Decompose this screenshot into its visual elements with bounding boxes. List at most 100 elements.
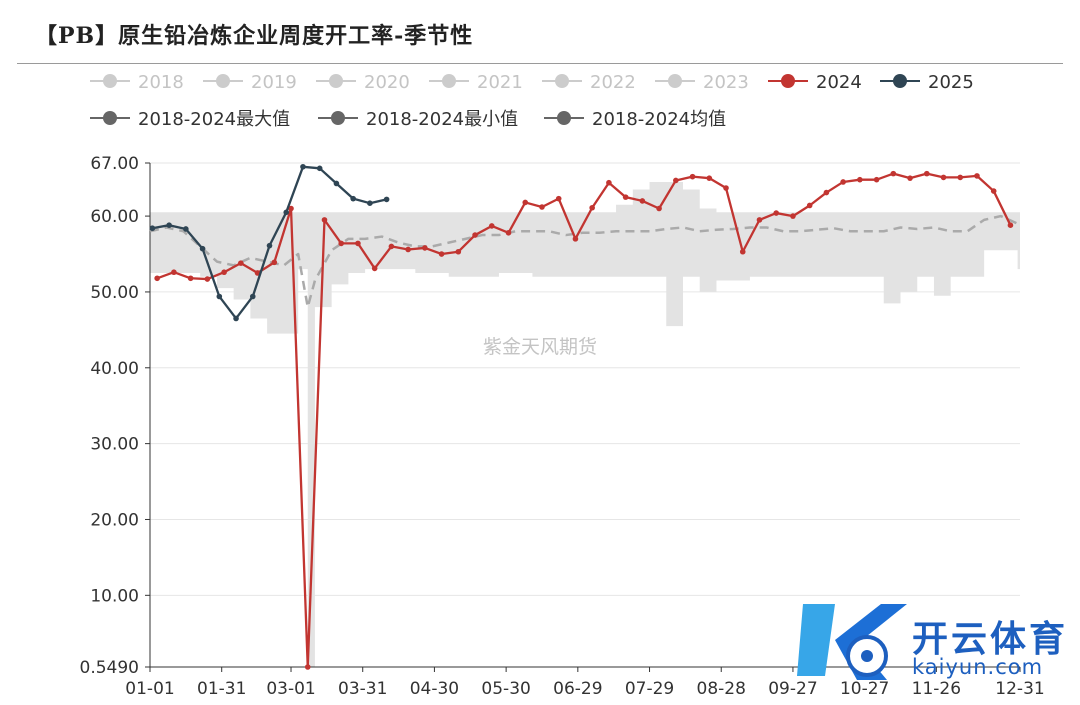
- data-point: [706, 175, 713, 181]
- legend-label: 2020: [364, 72, 410, 93]
- legend-marker-icon: [442, 74, 456, 88]
- legend-item-2021[interactable]: 2021: [429, 72, 523, 93]
- data-point: [1007, 222, 1014, 228]
- legend-item-2018[interactable]: 2018: [90, 72, 184, 93]
- y-tick-label: 40.00: [90, 359, 139, 379]
- y-tick-label: 0.5490: [80, 658, 139, 678]
- data-point: [505, 229, 512, 236]
- x-tick-label: 12-31: [995, 679, 1044, 699]
- data-point: [606, 179, 612, 186]
- legend-marker-icon: [331, 111, 345, 125]
- data-point: [383, 196, 390, 203]
- logo-text: 开云体育: [912, 619, 1069, 660]
- legend-marker-icon: [216, 74, 230, 88]
- data-point: [187, 275, 194, 282]
- data-point: [823, 189, 830, 196]
- data-point: [405, 246, 411, 253]
- data-point: [589, 204, 595, 211]
- x-tick-label: 08-28: [697, 679, 746, 699]
- data-point: [539, 204, 545, 210]
- data-point: [907, 175, 913, 181]
- data-point: [371, 265, 378, 272]
- data-point: [723, 185, 729, 191]
- legend-marker-icon: [103, 111, 117, 125]
- data-point: [388, 243, 395, 250]
- x-tick-label: 10-27: [840, 679, 889, 699]
- data-point: [271, 259, 278, 266]
- legend-marker-icon: [103, 74, 117, 88]
- x-tick-label: 05-30: [481, 679, 530, 699]
- legend-label: 2018-2024最小值: [366, 109, 518, 130]
- data-point: [154, 275, 160, 282]
- y-tick-label: 30.00: [90, 435, 139, 455]
- x-tick-label: 07-29: [625, 679, 674, 699]
- x-tick-label: 01-01: [125, 679, 174, 699]
- watermark: 紫金天风期货: [483, 336, 597, 358]
- data-point: [166, 222, 172, 228]
- data-point: [756, 217, 763, 223]
- data-point: [333, 180, 340, 187]
- data-point: [304, 664, 311, 670]
- legend-label: 2022: [590, 72, 636, 93]
- data-point: [455, 248, 462, 255]
- axes: 0.5490 10.00 20.00 30.00 40.00 50.00 60.00 67.0…: [80, 154, 1045, 699]
- data-point: [488, 223, 495, 229]
- legend-marker-icon: [781, 74, 795, 88]
- data-point: [857, 176, 863, 183]
- data-point: [321, 217, 328, 223]
- legend-item-2020[interactable]: 2020: [316, 72, 410, 93]
- data-point: [689, 173, 696, 180]
- y-tick-label: 50.00: [90, 283, 139, 303]
- legend-item-2023[interactable]: 2023: [655, 72, 749, 93]
- legend-label: 2018-2024均值: [592, 109, 726, 130]
- legend-item-2019[interactable]: 2019: [203, 72, 297, 93]
- y-tick-label: 10.00: [90, 586, 139, 606]
- data-point: [522, 199, 529, 206]
- data-point: [350, 195, 356, 202]
- data-point: [438, 251, 445, 257]
- data-point: [940, 174, 947, 181]
- data-point: [338, 240, 345, 247]
- x-tick-label: 03-31: [338, 679, 387, 699]
- range-band: [150, 181, 1020, 667]
- legend-marker-icon: [555, 74, 569, 88]
- x-tick-label: 03-01: [266, 679, 315, 699]
- data-point: [656, 205, 662, 212]
- legend-item-2024[interactable]: 2024: [768, 72, 862, 93]
- legend-item-2022[interactable]: 2022: [542, 72, 636, 93]
- legend-label: 2024: [816, 72, 862, 93]
- series-lines: [149, 163, 1019, 670]
- data-point: [316, 165, 323, 172]
- data-point: [555, 195, 562, 202]
- data-point: [873, 176, 880, 183]
- legend-label: 2018-2024最大值: [138, 109, 290, 130]
- legend-label: 2023: [703, 72, 749, 93]
- data-point: [355, 240, 361, 247]
- legend-item-2025[interactable]: 2025: [880, 72, 974, 93]
- data-point: [233, 315, 239, 322]
- legend-item-2018-2024最大值[interactable]: 2018-2024最大值: [90, 109, 290, 130]
- data-point: [422, 245, 428, 251]
- x-tick-label: 01-31: [197, 679, 246, 699]
- legend-label: 2025: [928, 72, 974, 93]
- data-point: [216, 293, 223, 300]
- legend-marker-icon: [668, 74, 682, 88]
- legend: 2018 2019 2020 2021 2022 2023 2024 2025 2018-202…: [90, 72, 974, 130]
- data-point: [204, 276, 211, 282]
- series-line: [156, 172, 1012, 669]
- data-point: [288, 205, 294, 212]
- data-point: [957, 174, 964, 181]
- legend-item-2018-2024最小值[interactable]: 2018-2024最小值: [318, 109, 518, 130]
- data-point: [739, 248, 746, 255]
- data-point: [840, 179, 846, 185]
- data-point: [199, 245, 206, 252]
- y-tick-label: 67.00: [90, 154, 139, 174]
- series-2025: [149, 163, 390, 322]
- data-point: [149, 225, 156, 232]
- legend-item-2018-2024均值[interactable]: 2018-2024均值: [544, 109, 726, 130]
- data-point: [283, 209, 290, 216]
- series-2024: [154, 170, 1014, 670]
- data-point: [183, 226, 189, 232]
- data-point: [249, 293, 256, 300]
